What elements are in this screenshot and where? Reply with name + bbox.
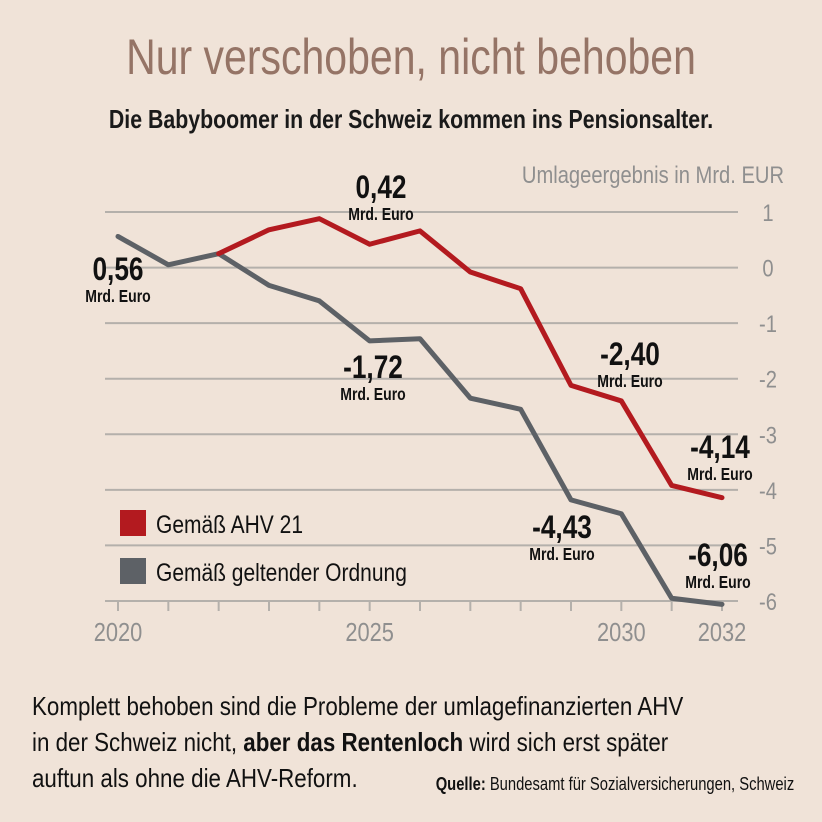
x-tick-label: 2020 bbox=[94, 618, 143, 647]
annotation-unit: Mrd. Euro bbox=[687, 464, 753, 484]
chart-subtitle: Die Babyboomer in der Schweiz kommen ins… bbox=[108, 104, 714, 134]
annotation-unit: Mrd. Euro bbox=[597, 371, 663, 391]
legend-label: Gemäß AHV 21 bbox=[156, 510, 303, 538]
annotation-unit: Mrd. Euro bbox=[85, 286, 151, 306]
footer-text-bold: aber das Rentenloch bbox=[243, 727, 464, 757]
series-lines bbox=[115, 216, 725, 607]
line-chart: 10-1-2-3-4-5-6 2020 2025 2030 2032 0,56Mrd.… bbox=[85, 161, 784, 647]
annotation-unit: Mrd. Euro bbox=[685, 572, 751, 592]
y-tick-label: -2 bbox=[759, 366, 777, 393]
footer-text: Komplett behoben sind die Probleme der u… bbox=[32, 688, 703, 796]
annotation-unit: Mrd. Euro bbox=[348, 204, 414, 224]
y-axis-ticks: 1 0 -1 -2 -3 -4 -5 -6 bbox=[759, 199, 777, 615]
footer-text-after: wird sich erst später auftun als ohne di… bbox=[32, 727, 669, 793]
y-tick-label: -5 bbox=[759, 533, 777, 560]
x-axis: 2020 2025 2030 2032 bbox=[94, 601, 747, 647]
y-tick-label: 1 bbox=[762, 199, 773, 226]
x-tick-label: 2025 bbox=[345, 618, 394, 647]
y-tick-label: -6 bbox=[759, 588, 777, 615]
annotation-value: -6,06 bbox=[688, 539, 748, 574]
x-tick-label: 2032 bbox=[698, 618, 747, 647]
source-label: Quelle: bbox=[435, 774, 486, 794]
legend: Gemäß AHV 21 Gemäß geltender Ordnung bbox=[120, 510, 407, 586]
source-text: Bundesamt für Sozialversicherungen, Schw… bbox=[485, 774, 794, 794]
y-tick-label: -1 bbox=[759, 310, 777, 337]
y-tick-label: 0 bbox=[762, 255, 773, 282]
annotation-unit: Mrd. Euro bbox=[529, 544, 595, 564]
chart-title: Nur verschoben, nicht behoben bbox=[126, 29, 696, 85]
x-tick-label: 2030 bbox=[597, 618, 646, 647]
footer-text-before: Komplett behoben sind die Probleme der u… bbox=[32, 691, 684, 757]
annotation-value: 0,56 bbox=[92, 253, 143, 288]
y-axis-label: Umlageergebnis in Mrd. EUR bbox=[522, 161, 784, 188]
series-line-0 bbox=[216, 216, 725, 501]
y-tick-label: -4 bbox=[759, 477, 777, 504]
legend-swatch bbox=[120, 558, 146, 584]
annotation-value: -4,43 bbox=[532, 511, 592, 546]
legend-swatch bbox=[120, 510, 146, 536]
annotation-value: 0,42 bbox=[355, 171, 406, 206]
y-tick-label: -3 bbox=[759, 422, 777, 449]
annotation-value: -4,14 bbox=[690, 431, 750, 466]
annotation-unit: Mrd. Euro bbox=[340, 384, 406, 404]
grid-lines bbox=[105, 211, 738, 602]
annotation-value: -1,72 bbox=[343, 351, 403, 386]
annotation-value: -2,40 bbox=[600, 338, 660, 373]
legend-label: Gemäß geltender Ordnung bbox=[156, 558, 407, 586]
source-note: Quelle: Bundesamt für Sozialversicherung… bbox=[435, 774, 794, 795]
